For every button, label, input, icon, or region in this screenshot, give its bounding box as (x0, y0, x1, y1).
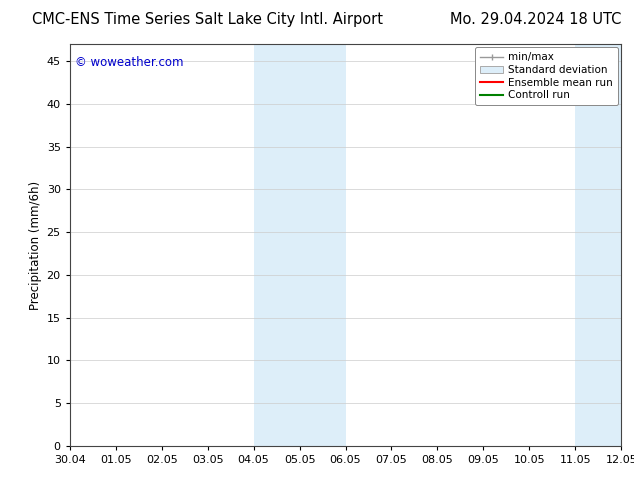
Text: CMC-ENS Time Series Salt Lake City Intl. Airport: CMC-ENS Time Series Salt Lake City Intl.… (32, 12, 383, 27)
Text: Mo. 29.04.2024 18 UTC: Mo. 29.04.2024 18 UTC (450, 12, 621, 27)
Legend: min/max, Standard deviation, Ensemble mean run, Controll run: min/max, Standard deviation, Ensemble me… (475, 47, 618, 105)
Bar (254, 44, 346, 446)
Y-axis label: Precipitation (mm/6h): Precipitation (mm/6h) (29, 180, 42, 310)
Bar (575, 44, 634, 446)
Text: © woweather.com: © woweather.com (75, 56, 184, 69)
